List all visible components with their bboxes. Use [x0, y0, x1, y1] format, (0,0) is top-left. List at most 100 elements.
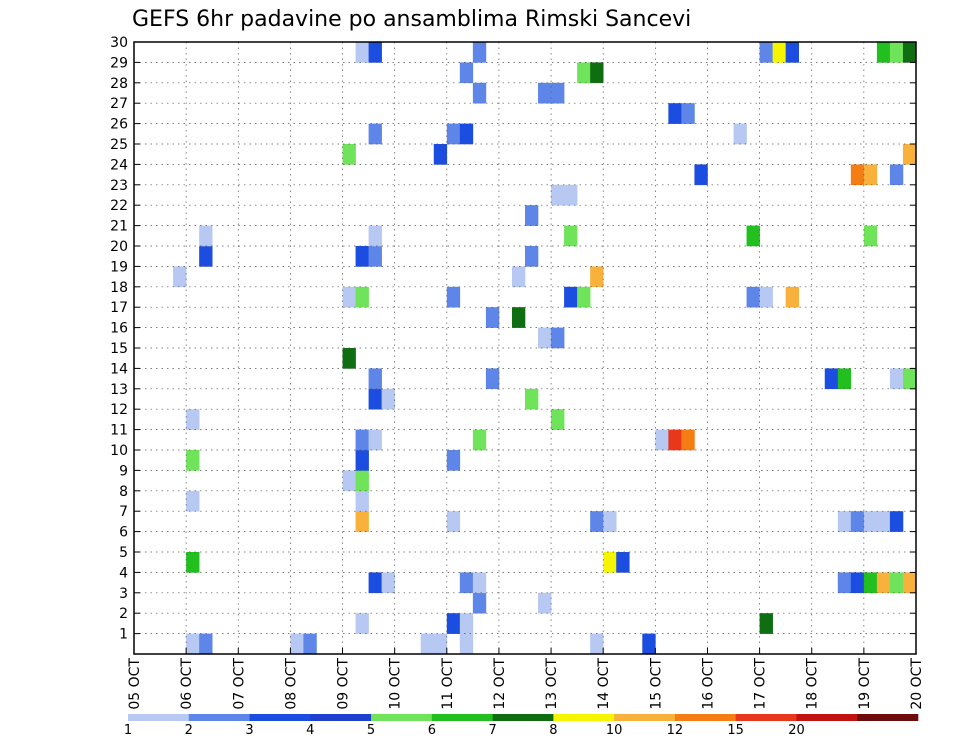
y-tick-label: 27 [110, 96, 128, 112]
heatmap-cell [511, 307, 526, 328]
y-tick-label: 4 [119, 565, 128, 581]
heatmap-cell [355, 490, 369, 512]
heatmap-cell [368, 42, 382, 63]
heatmap-cell [173, 266, 187, 288]
heatmap-cell [902, 572, 917, 594]
y-tick-label: 12 [110, 402, 128, 418]
heatmap-cell [355, 511, 369, 532]
heatmap-cell [876, 42, 891, 63]
colorbar-segment [188, 714, 250, 721]
heatmap-cell [525, 388, 539, 410]
x-tick-label: 09 OCT [336, 658, 352, 710]
y-tick-label: 5 [119, 545, 128, 561]
heatmap-cell [186, 409, 200, 430]
colorbar-label: 1 [124, 723, 132, 738]
heatmap-cell [889, 511, 904, 532]
y-tick-label: 13 [110, 382, 128, 398]
heatmap-cell [876, 572, 891, 594]
heatmap-cell [863, 225, 878, 247]
heatmap-cell [785, 286, 799, 308]
heatmap-cell [889, 572, 904, 594]
heatmap-cell [459, 633, 474, 655]
heatmap-cell [381, 572, 395, 594]
x-tick-label: 14 OCT [596, 658, 612, 710]
heatmap-cell [759, 613, 773, 634]
heatmap-cell [902, 144, 917, 165]
x-tick-label: 07 OCT [231, 658, 247, 710]
colorbar: 1 2 3 4 5 6 7 8 10 12 15 20 [124, 714, 919, 738]
heatmap-cell [511, 266, 526, 288]
heatmap-cell [785, 42, 799, 63]
heatmap-cell [551, 184, 565, 206]
x-tick-label: 18 OCT [805, 658, 821, 710]
y-tick-label: 20 [110, 239, 128, 255]
y-tick-label: 9 [119, 463, 128, 479]
colorbar-segment [310, 714, 372, 721]
heatmap-cell [446, 450, 461, 471]
heatmap-cell [368, 572, 382, 594]
colorbar-segment [128, 714, 190, 721]
y-tick-label: 8 [119, 484, 128, 500]
heatmap-cell [368, 123, 382, 145]
heatmap-cell [616, 552, 630, 573]
heatmap-cell [824, 368, 839, 390]
heatmap-cell [902, 42, 917, 63]
heatmap-cell [642, 633, 656, 655]
heatmap-cell [342, 348, 356, 369]
heatmap-cell [472, 572, 487, 594]
y-tick-label: 2 [119, 606, 128, 622]
heatmap-cell [694, 164, 708, 186]
cells-layer [173, 42, 917, 655]
heatmap-cell [368, 388, 382, 410]
heatmap-cell [342, 470, 356, 492]
heatmap-cell [850, 164, 865, 186]
colorbar-label: 7 [488, 723, 496, 738]
heatmap-cell [603, 552, 617, 573]
heatmap-cell [355, 286, 369, 308]
heatmap-cell [459, 62, 474, 84]
colorbar-segment [857, 714, 919, 721]
heatmap-cell [863, 511, 878, 532]
heatmap-cell [876, 511, 891, 532]
heatmap-cell [863, 164, 878, 186]
y-tick-label: 7 [119, 504, 128, 520]
x-tick-label: 15 OCT [648, 658, 664, 710]
heatmap-cell [485, 307, 500, 328]
heatmap-cell [577, 286, 591, 308]
chart-title: GEFS 6hr padavine po ansamblima Rimski S… [132, 7, 691, 32]
y-tick-label: 19 [110, 259, 128, 275]
x-axis: 05 OCT 06 OCT 07 OCT 08 OCT 09 OCT 10 OCT 11 O… [127, 648, 925, 710]
heatmap-cell [902, 368, 917, 390]
colorbar-label: 10 [606, 723, 623, 738]
heatmap-cell [199, 225, 213, 247]
x-tick-label: 10 OCT [388, 658, 404, 710]
heatmap-cell [525, 246, 539, 267]
y-tick-label: 16 [110, 321, 128, 337]
y-tick-label: 6 [119, 525, 128, 541]
colorbar-label: 15 [727, 723, 744, 738]
x-tick-label: 16 OCT [700, 658, 716, 710]
y-tick-label: 1 [119, 627, 128, 643]
heatmap-cell [772, 42, 786, 63]
heatmap-cell [538, 327, 552, 349]
x-tick-label: 17 OCT [753, 658, 769, 710]
heatmap-cell [472, 42, 487, 63]
heatmap-cell [186, 633, 200, 655]
heatmap-cell [837, 368, 852, 390]
heatmap-cell [446, 286, 461, 308]
y-tick-label: 3 [119, 586, 128, 602]
heatmap-cell [433, 633, 448, 655]
heatmap-cell [564, 286, 578, 308]
heatmap-cell [446, 613, 461, 634]
heatmap-cell [889, 164, 904, 186]
y-tick-label: 14 [110, 361, 128, 377]
y-tick-label: 21 [110, 219, 128, 235]
heatmap-cell [538, 592, 552, 614]
colorbar-label: 5 [367, 723, 375, 738]
heatmap-cell [590, 266, 604, 288]
heatmap-cell [564, 225, 578, 247]
heatmap-cell [186, 450, 200, 471]
heatmap-cell [538, 82, 552, 104]
heatmap-cell [668, 103, 682, 124]
heatmap-cell [186, 552, 200, 573]
